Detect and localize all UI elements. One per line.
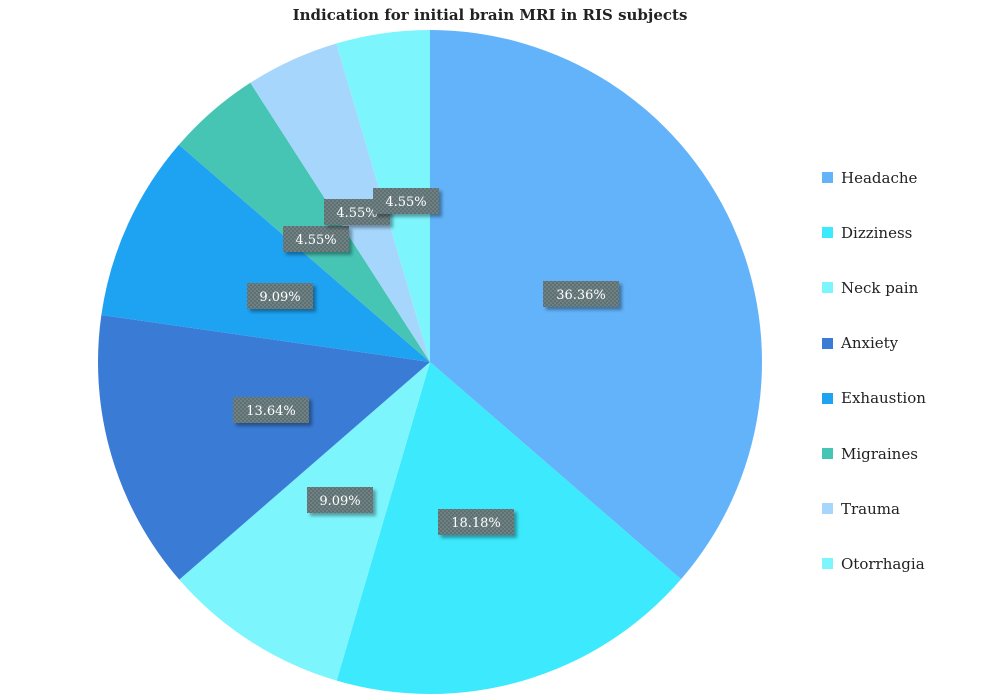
legend-label: Exhaustion [841, 389, 926, 408]
chart-legend: Headache Dizziness Neck pain Anxiety Exhaust… [822, 150, 926, 592]
legend-item-headache: Headache [822, 150, 926, 205]
data-label-text: 36.36% [556, 288, 606, 303]
data-label-text: 9.09% [259, 290, 300, 305]
data-label-anxiety: 13.64% [233, 397, 309, 423]
pie-slice-anxiety [98, 314, 431, 580]
data-label-headache: 36.36% [543, 281, 619, 307]
legend-swatch [822, 558, 833, 570]
data-label-dizziness: 18.18% [438, 509, 514, 535]
legend-item-neck-pain: Neck pain [822, 260, 926, 315]
data-label-box [438, 509, 514, 535]
legend-swatch [822, 337, 833, 349]
data-label-exhaustion: 9.09% [247, 283, 313, 309]
legend-item-anxiety: Anxiety [822, 316, 926, 371]
data-label-box [373, 188, 439, 214]
data-label-box [307, 487, 373, 513]
legend-swatch [822, 172, 833, 184]
legend-label: Trauma [841, 499, 900, 518]
legend-label: Neck pain [841, 278, 919, 297]
data-label-text: 13.64% [246, 404, 296, 419]
data-label-text: 9.09% [319, 494, 360, 509]
legend-item-migraines: Migraines [822, 426, 926, 481]
legend-swatch [822, 503, 833, 515]
legend-swatch [822, 448, 833, 460]
data-label-box [233, 397, 309, 423]
legend-label: Otorrhagia [841, 554, 925, 573]
data-label-migraines: 4.55% [283, 226, 349, 252]
data-label-box [283, 226, 349, 252]
legend-item-exhaustion: Exhaustion [822, 371, 926, 426]
legend-label: Dizziness [841, 223, 913, 242]
legend-swatch [822, 282, 833, 294]
legend-label: Migraines [841, 444, 918, 463]
legend-item-trauma: Trauma [822, 481, 926, 536]
legend-item-dizziness: Dizziness [822, 205, 926, 260]
data-label-otorrhagia: 4.55% [373, 188, 439, 214]
legend-label: Anxiety [841, 334, 899, 353]
data-label-text: 4.55% [336, 206, 377, 221]
legend-item-otorrhagia: Otorrhagia [822, 536, 926, 591]
data-label-box [543, 281, 619, 307]
legend-swatch [822, 227, 833, 239]
chart-title: Indication for initial brain MRI in RIS … [292, 6, 688, 24]
pie-slice-exhaustion [101, 144, 430, 362]
legend-label: Headache [841, 168, 918, 187]
data-label-text: 4.55% [385, 195, 426, 210]
data-label-text: 18.18% [451, 516, 501, 531]
legend-swatch [822, 392, 833, 404]
data-label-box [247, 283, 313, 309]
data-label-neck-pain: 9.09% [307, 487, 373, 513]
data-label-text: 4.55% [295, 233, 336, 248]
pie-slice-neck-pain [179, 362, 430, 681]
pie-slice-migraines [178, 82, 430, 363]
data-label-trauma: 4.55% [324, 199, 390, 225]
